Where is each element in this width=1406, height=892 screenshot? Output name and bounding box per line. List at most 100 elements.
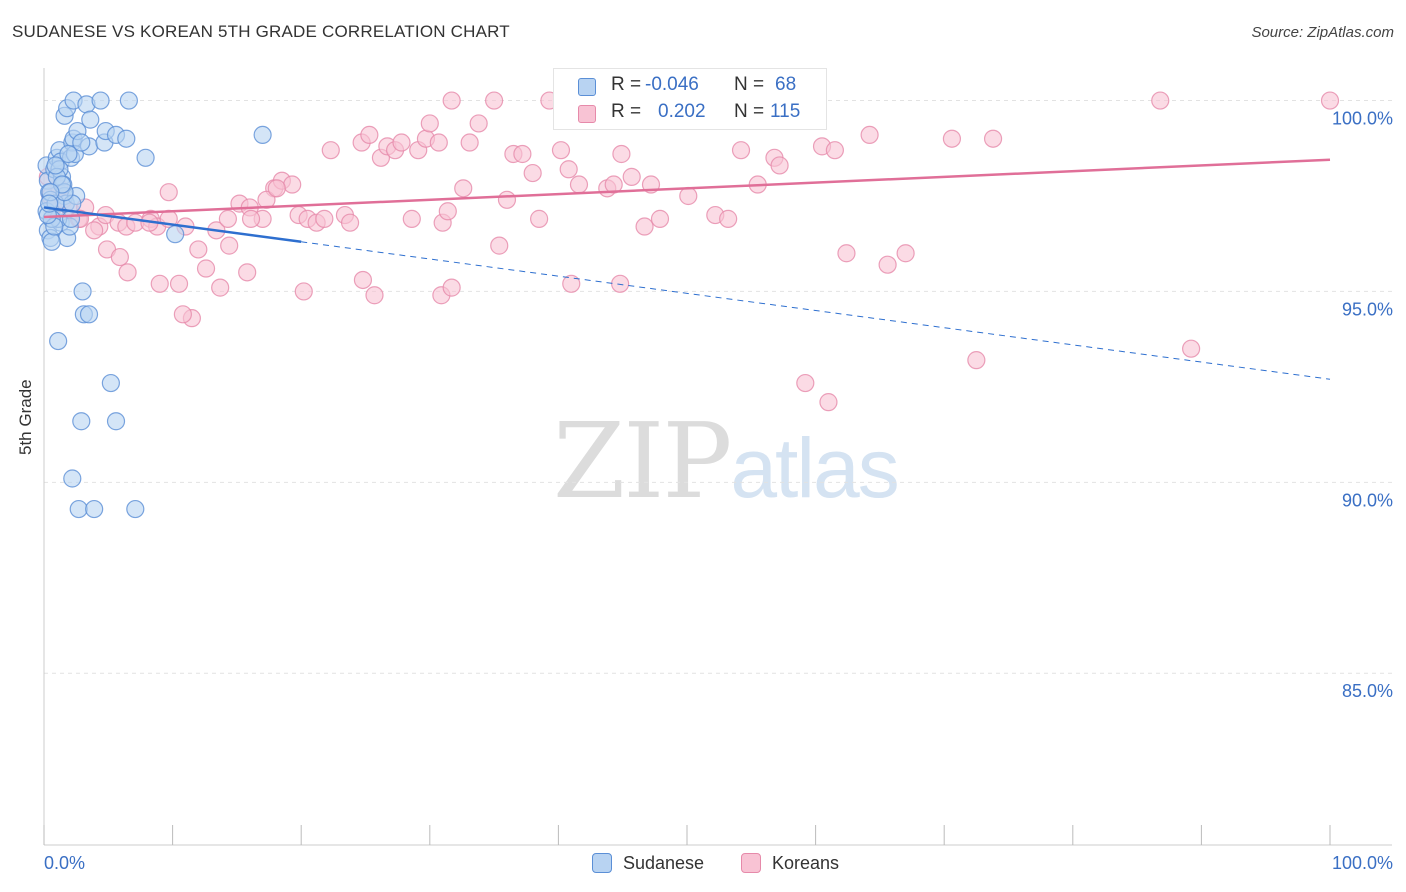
legend-sudanese-label: Sudanese bbox=[623, 853, 705, 873]
korean-point bbox=[429, 133, 448, 152]
korean-point bbox=[241, 209, 261, 228]
sudanese-point bbox=[101, 373, 120, 393]
korean-trendline bbox=[43, 158, 1331, 219]
sudanese-point bbox=[72, 412, 91, 431]
stats-row-koreans: R = 0.202 N = 115 bbox=[554, 101, 826, 127]
korean-point bbox=[896, 244, 915, 263]
korean-point bbox=[796, 373, 815, 393]
sudanese-point bbox=[46, 156, 65, 175]
korean-point bbox=[770, 156, 789, 175]
korean-point bbox=[283, 175, 302, 194]
n-label: N = bbox=[734, 101, 765, 122]
korean-point bbox=[967, 351, 986, 370]
stats-box: R = -0.046 N = 68 R = 0.202 N = 115 bbox=[553, 68, 827, 130]
korean-point bbox=[220, 236, 239, 255]
korean-point bbox=[860, 125, 879, 145]
korean-point bbox=[469, 114, 488, 133]
r-label: R = bbox=[611, 101, 642, 122]
sudanese-trendline-solid bbox=[43, 206, 302, 244]
korean-point bbox=[942, 129, 962, 148]
korean-point bbox=[635, 217, 654, 236]
korean-point bbox=[490, 236, 509, 255]
korean-point bbox=[622, 167, 641, 186]
korean-point bbox=[402, 209, 421, 228]
y-tick-label: 85.0% bbox=[1342, 681, 1393, 701]
korean-point bbox=[719, 209, 738, 228]
series-koreans bbox=[38, 91, 1340, 412]
korean-point bbox=[267, 179, 286, 198]
sudanese-point bbox=[126, 499, 145, 519]
y-tick-label: 100.0% bbox=[1332, 109, 1393, 129]
sudanese-r-value: -0.046 bbox=[645, 74, 699, 95]
r-label: R = bbox=[611, 74, 642, 95]
watermark-zip: ZIP bbox=[553, 400, 732, 522]
korean-point bbox=[218, 209, 237, 228]
sudanese-point bbox=[69, 499, 88, 519]
korean-point bbox=[562, 274, 581, 293]
n-label: N = bbox=[734, 74, 765, 95]
legend-koreans-label: Koreans bbox=[772, 853, 840, 873]
watermark-atlas: atlas bbox=[730, 421, 899, 515]
x-tick-label: 100.0% bbox=[1332, 853, 1393, 873]
korean-point bbox=[150, 274, 169, 293]
series-sudanese bbox=[37, 91, 272, 519]
korean-point bbox=[485, 91, 504, 110]
watermark: ZIPatlas bbox=[553, 400, 900, 522]
korean-point bbox=[110, 247, 129, 267]
y-tick-label: 95.0% bbox=[1342, 299, 1393, 319]
koreans-swatch bbox=[578, 105, 596, 123]
korean-point bbox=[611, 274, 630, 293]
source-label: Source: ZipAtlas.com bbox=[1251, 24, 1394, 41]
sudanese-point bbox=[42, 232, 61, 251]
korean-point bbox=[85, 221, 104, 240]
sudanese-point bbox=[117, 129, 136, 148]
korean-point bbox=[460, 133, 479, 152]
korean-point bbox=[454, 179, 473, 198]
korean-point bbox=[497, 190, 517, 209]
korean-point bbox=[169, 274, 189, 293]
korean-point bbox=[1151, 91, 1170, 110]
korean-point bbox=[551, 141, 571, 160]
legend: Sudanese Koreans bbox=[0, 851, 1406, 879]
korean-point bbox=[392, 133, 411, 152]
korean-point bbox=[159, 183, 178, 202]
korean-point bbox=[825, 141, 844, 160]
korean-point bbox=[420, 114, 439, 133]
korean-point bbox=[731, 141, 751, 160]
y-tick-label: 90.0% bbox=[1342, 490, 1393, 510]
korean-point bbox=[530, 209, 549, 228]
legend-koreans-swatch bbox=[741, 853, 761, 873]
sudanese-point bbox=[73, 282, 92, 301]
sudanese-point bbox=[79, 305, 99, 324]
korean-point bbox=[604, 175, 623, 194]
sudanese-point bbox=[91, 91, 110, 110]
korean-point bbox=[315, 209, 334, 228]
sudanese-point bbox=[136, 148, 155, 167]
chart-title: SUDANESE VS KOREAN 5TH GRADE CORRELATION… bbox=[12, 22, 510, 41]
korean-point bbox=[442, 278, 461, 297]
korean-point bbox=[438, 202, 457, 221]
korean-point bbox=[118, 263, 137, 282]
korean-point bbox=[353, 270, 373, 290]
sudanese-point bbox=[106, 412, 126, 431]
sudanese-point bbox=[49, 331, 68, 351]
sudanese-point bbox=[81, 110, 100, 129]
korean-point bbox=[559, 160, 578, 179]
korean-point bbox=[878, 255, 897, 274]
sudanese-swatch bbox=[578, 78, 596, 96]
sudanese-trendline-dashed bbox=[301, 241, 1331, 380]
sudanese-n-value: 68 bbox=[775, 74, 797, 95]
korean-point bbox=[442, 91, 461, 110]
sudanese-point bbox=[72, 133, 91, 152]
x-tick-label: 0.0% bbox=[44, 853, 85, 873]
sudanese-point bbox=[119, 91, 138, 110]
korean-point bbox=[365, 286, 384, 305]
korean-point bbox=[238, 263, 257, 282]
koreans-r-value: 0.202 bbox=[658, 101, 706, 122]
korean-point bbox=[983, 129, 1003, 148]
koreans-n-value: 115 bbox=[770, 101, 801, 122]
stats-row-sudanese: R = -0.046 N = 68 bbox=[554, 74, 826, 100]
korean-point bbox=[294, 282, 313, 301]
sudanese-point bbox=[166, 225, 185, 244]
